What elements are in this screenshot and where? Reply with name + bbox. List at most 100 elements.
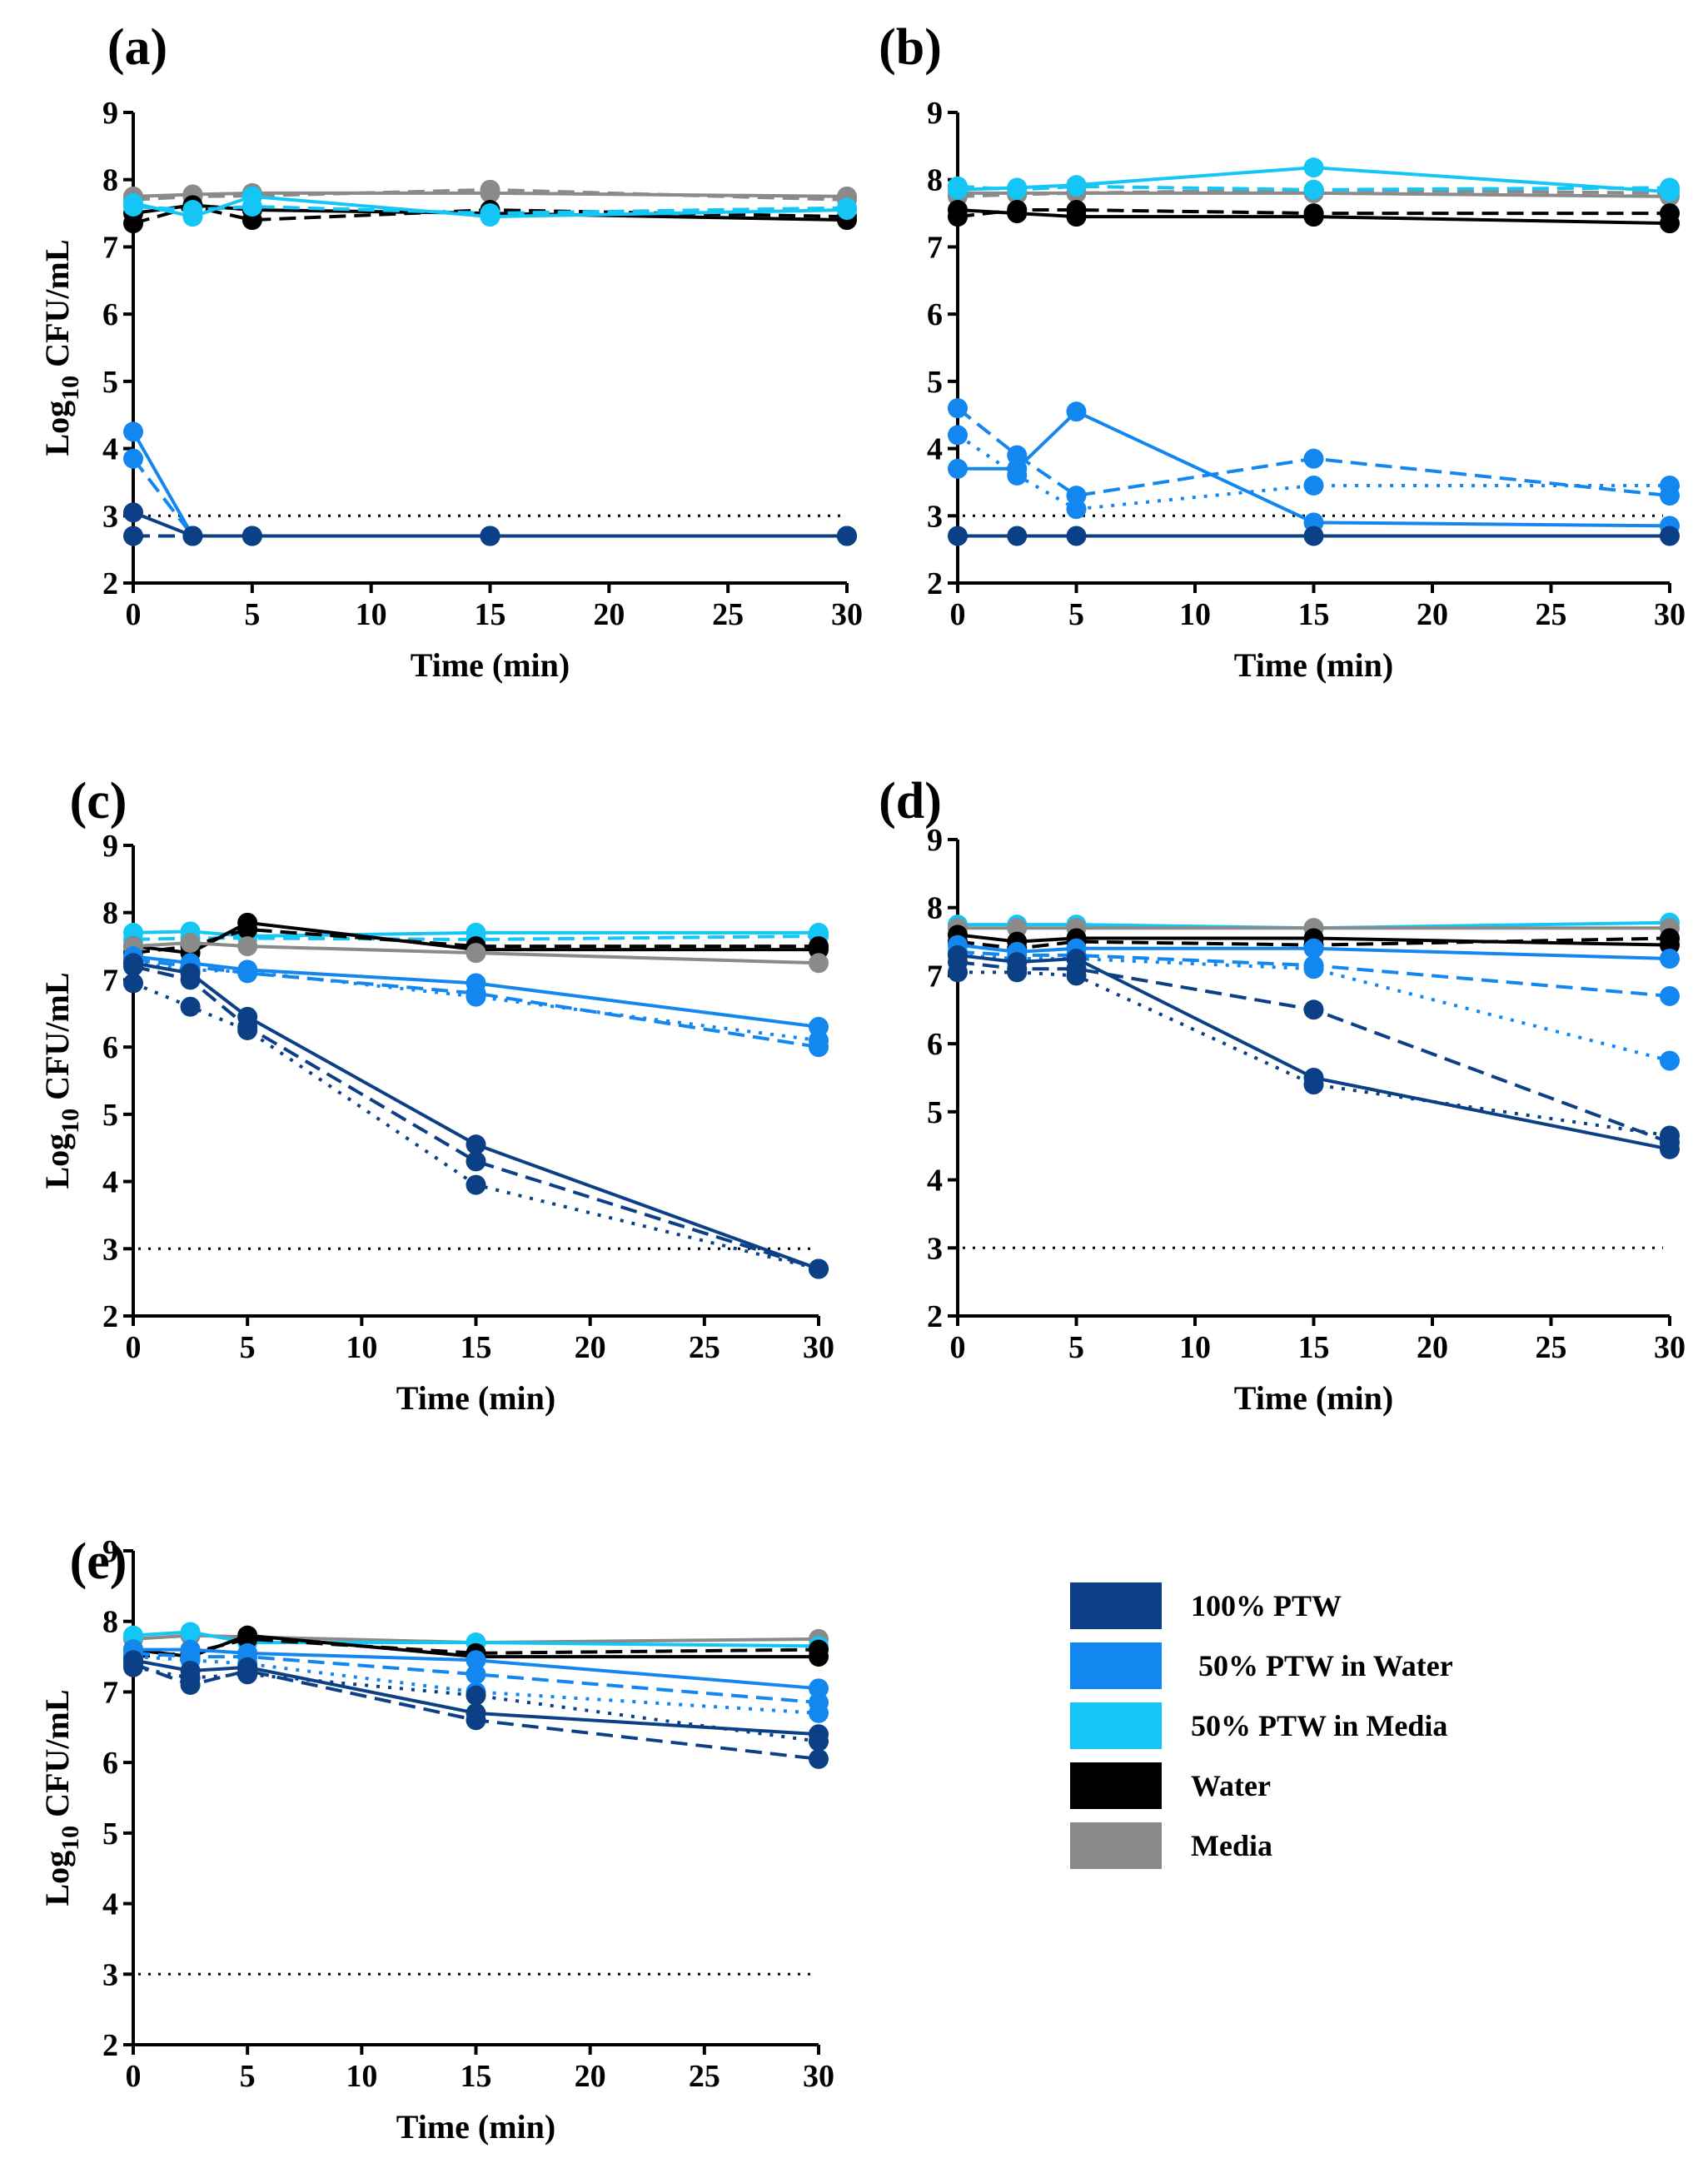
- series-line: [132, 1655, 819, 1715]
- data-point: [948, 962, 968, 983]
- x-tick-label: 25: [689, 2059, 720, 2094]
- legend: 100% PTW 50% PTW in Water 50% PTW in Medi…: [1070, 1582, 1453, 1869]
- x-tick-label: 0: [126, 1330, 142, 1365]
- y-tick-label: 2: [102, 2028, 118, 2063]
- x-tick-label: 25: [689, 1330, 720, 1365]
- y-tick-label: 9: [927, 823, 943, 858]
- data-point: [1007, 962, 1028, 983]
- y-tick-label: 7: [102, 963, 118, 998]
- data-point: [466, 1664, 486, 1685]
- data-point: [809, 1639, 829, 1660]
- x-tick-label: 5: [240, 1330, 256, 1365]
- chart-panel: (a) 2 3 4 5 6 7 8 9 0 5 10 15 20 25 30 Time (min) Log10 C…: [38, 19, 863, 684]
- x-tick-label: 15: [461, 1330, 492, 1365]
- chart-panel: (c) 2 3 4 5 6 7 8 9 0 5 10 15 20 25 30 Time (min) Log10 C…: [38, 773, 834, 1417]
- legend-label: 50% PTW in Water: [1191, 1649, 1453, 1682]
- legend-label: Water: [1191, 1769, 1271, 1802]
- data-point: [1066, 499, 1087, 520]
- y-tick-label: 6: [102, 1746, 118, 1781]
- data-point: [809, 1678, 829, 1699]
- data-point: [480, 203, 500, 224]
- data-point: [809, 1030, 829, 1051]
- y-tick-label: 3: [102, 1957, 118, 1992]
- data-point: [1660, 949, 1680, 969]
- x-axis-title: Time (min): [1234, 1379, 1393, 1417]
- data-point: [466, 1174, 486, 1195]
- data-point: [237, 1664, 258, 1685]
- x-tick-label: 15: [1298, 597, 1330, 632]
- data-point: [123, 1657, 143, 1677]
- x-tick-label: 0: [126, 2059, 142, 2094]
- data-point: [1660, 985, 1680, 1006]
- x-tick-label: 5: [1068, 1330, 1084, 1365]
- data-point: [1303, 157, 1324, 178]
- panel-label: (a): [107, 19, 167, 76]
- data-point: [466, 943, 486, 964]
- x-tick-label: 10: [1179, 1330, 1211, 1365]
- data-point: [1007, 445, 1028, 466]
- chart-panel: (e) 2 3 4 5 6 7 8 9 0 5 10 15 20 25 30 Time (min) Log10 C…: [38, 1533, 834, 2146]
- legend-swatch: [1070, 1582, 1162, 1629]
- data-point: [180, 933, 201, 954]
- series-line: [956, 406, 1671, 498]
- data-point: [1303, 938, 1324, 959]
- data-point: [1660, 475, 1680, 496]
- legend-label: 50% PTW in Media: [1191, 1709, 1447, 1742]
- data-point: [1303, 179, 1324, 200]
- data-point: [123, 526, 143, 546]
- y-tick-label: 8: [102, 896, 118, 931]
- data-point: [1303, 448, 1324, 469]
- series-line: [957, 187, 1671, 198]
- y-tick-label: 5: [102, 1817, 118, 1852]
- x-tick-label: 5: [244, 597, 260, 632]
- data-point: [1066, 526, 1087, 546]
- x-tick-label: 0: [126, 597, 142, 632]
- series-line: [132, 1662, 819, 1761]
- data-point: [809, 953, 829, 974]
- x-tick-label: 20: [1417, 1330, 1448, 1365]
- x-tick-label: 25: [1536, 597, 1567, 632]
- series-line: [957, 184, 1671, 192]
- x-tick-label: 0: [950, 597, 966, 632]
- panel-label: (d): [879, 773, 942, 830]
- y-tick-label: 5: [102, 1098, 118, 1133]
- data-point: [123, 421, 143, 442]
- x-tick-label: 20: [575, 2059, 606, 2094]
- series-line: [132, 961, 819, 1271]
- y-tick-label: 4: [102, 432, 118, 467]
- chart-panel: (b) 2 3 4 5 6 7 8 9 0 5 10 15 20 25 30 Time (min): [879, 19, 1686, 684]
- data-point: [242, 526, 262, 546]
- data-point: [809, 1702, 829, 1723]
- data-point: [1660, 1125, 1680, 1146]
- data-point: [1007, 179, 1028, 200]
- x-tick-label: 15: [475, 597, 506, 632]
- data-point: [466, 986, 486, 1007]
- data-point: [480, 526, 500, 546]
- data-point: [123, 973, 143, 994]
- data-point: [1007, 526, 1028, 546]
- y-tick-label: 8: [102, 1605, 118, 1640]
- y-axis-title: Log10 CFU/mL: [38, 1689, 84, 1906]
- y-tick-label: 7: [102, 230, 118, 265]
- x-tick-label: 25: [712, 597, 744, 632]
- y-tick-label: 5: [102, 365, 118, 400]
- y-tick-label: 5: [927, 1095, 943, 1130]
- data-point: [123, 448, 143, 469]
- data-point: [180, 969, 201, 990]
- data-point: [237, 961, 258, 982]
- data-point: [809, 1748, 829, 1769]
- x-tick-label: 30: [1654, 1330, 1686, 1365]
- data-point: [123, 197, 143, 217]
- panel-label: (c): [70, 773, 127, 830]
- data-point: [1303, 1074, 1324, 1095]
- y-tick-label: 4: [927, 432, 943, 467]
- data-point: [182, 526, 203, 546]
- series-line: [957, 208, 1670, 219]
- chart-panel: (d) 2 3 4 5 6 7 8 9 0 5 10 15 20 25 30 Time (min): [879, 773, 1686, 1417]
- series-line: [958, 970, 1671, 1138]
- data-point: [237, 936, 258, 957]
- data-point: [180, 1667, 201, 1688]
- y-tick-label: 6: [927, 1027, 943, 1062]
- data-point: [123, 502, 143, 523]
